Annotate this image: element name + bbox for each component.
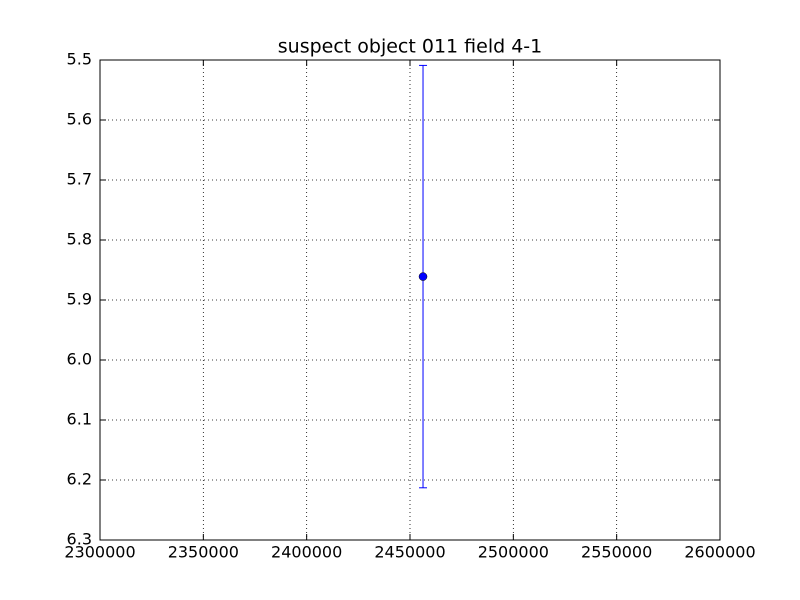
x-tick-label: 2450000 bbox=[374, 543, 445, 562]
x-tick-label: 2400000 bbox=[271, 543, 342, 562]
y-tick-label: 6.0 bbox=[67, 350, 92, 369]
y-tick-label: 5.7 bbox=[67, 170, 92, 189]
y-tick-label: 6.2 bbox=[67, 470, 92, 489]
x-tick-label: 2550000 bbox=[581, 543, 652, 562]
x-tick-label: 2500000 bbox=[478, 543, 549, 562]
chart-title: suspect object 011 field 4-1 bbox=[278, 36, 543, 58]
x-tick-label: 2350000 bbox=[168, 543, 239, 562]
y-tick-label: 6.1 bbox=[67, 410, 92, 429]
y-tick-label: 5.6 bbox=[67, 110, 92, 129]
y-tick-label: 5.8 bbox=[67, 230, 92, 249]
axes-frame bbox=[99, 59, 721, 541]
x-tick-label: 2300000 bbox=[64, 543, 135, 562]
x-tick-label: 2600000 bbox=[684, 543, 755, 562]
data-point bbox=[418, 272, 428, 281]
y-tick-label: 6.3 bbox=[67, 530, 92, 549]
y-tick-label: 5.5 bbox=[67, 50, 92, 69]
y-tick-label: 5.9 bbox=[67, 290, 92, 309]
